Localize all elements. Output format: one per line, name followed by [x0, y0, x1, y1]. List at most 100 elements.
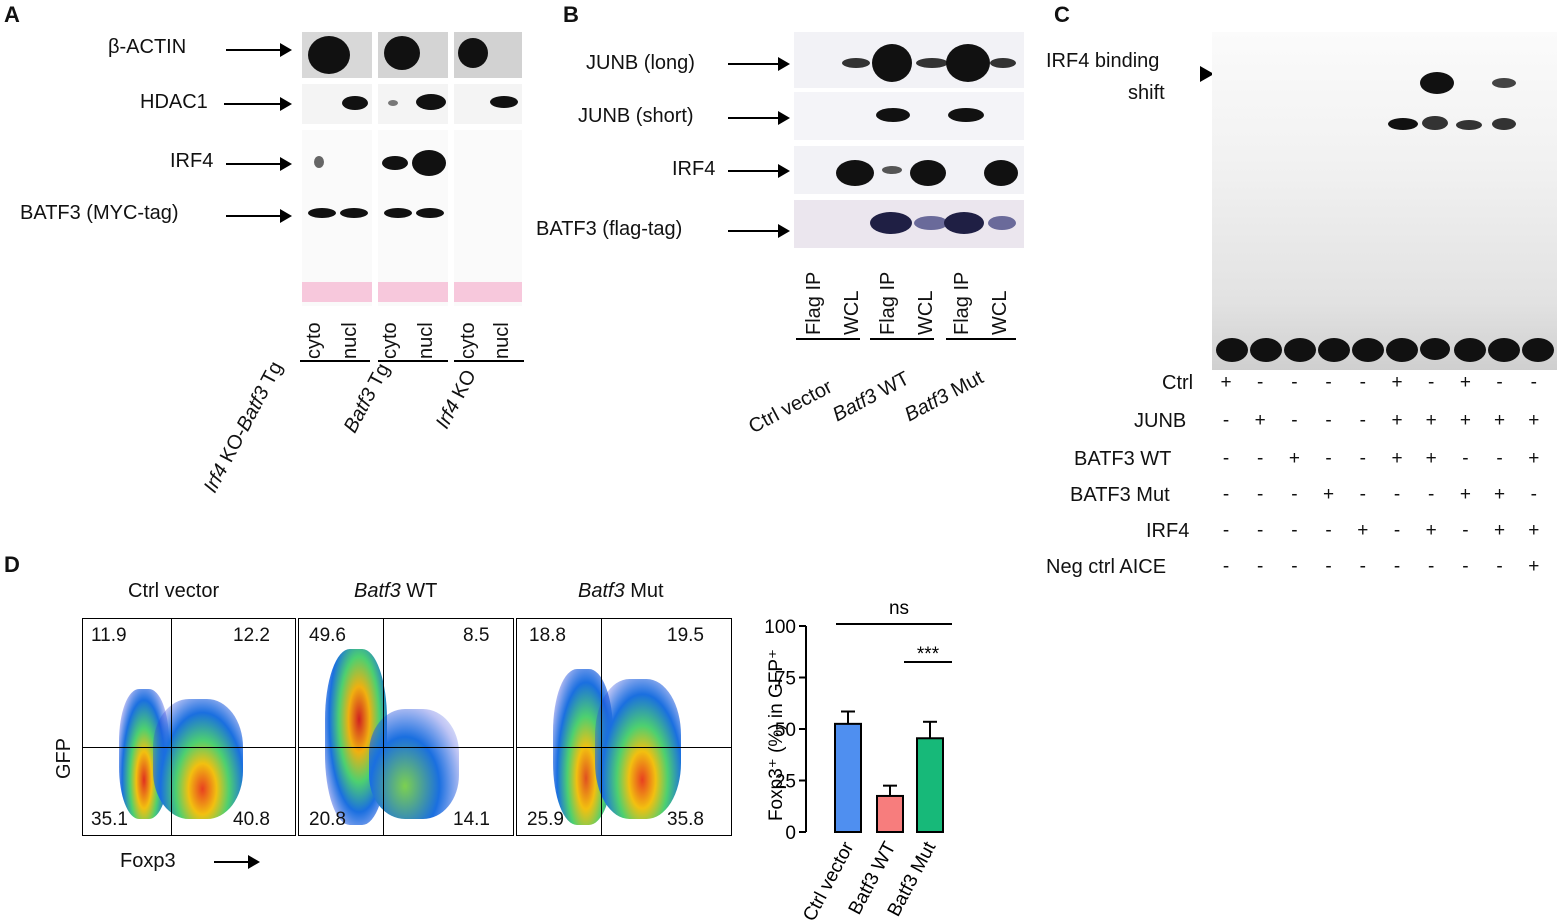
condition-sign: + — [1494, 410, 1506, 431]
condition-sign: - — [1257, 372, 1264, 393]
condition-sign: + — [1288, 448, 1300, 469]
panel-b-label: B — [563, 2, 579, 27]
condition-sign: - — [1530, 484, 1537, 505]
condition-sign: + — [1528, 520, 1540, 541]
condition-sign: - — [1428, 556, 1435, 577]
condition-label: Neg ctrl AICE — [1046, 556, 1167, 578]
condition-sign: - — [1359, 484, 1366, 505]
condition-label: BATF3 Mut — [1070, 484, 1170, 506]
condition-sign: + — [1357, 520, 1369, 541]
flow-cytometry-plot: 18.8 19.5 25.9 35.8 — [516, 618, 732, 836]
quadrant-value: 14.1 — [453, 809, 490, 830]
western-blot-strip — [378, 32, 448, 78]
arrow-icon — [224, 97, 292, 111]
quadrant-value: 35.1 — [91, 809, 128, 830]
row-label-irf4: IRF4 — [170, 150, 214, 172]
arrow-icon — [728, 57, 790, 71]
row-label-hdac1: HDAC1 — [140, 91, 208, 113]
lane-label: cyto — [457, 322, 479, 359]
condition-sign: + — [1459, 410, 1471, 431]
condition-label: Ctrl — [1162, 372, 1194, 394]
condition-sign: - — [1530, 372, 1537, 393]
western-blot-strip — [378, 130, 448, 306]
condition-sign: - — [1291, 520, 1298, 541]
lane-label: Flag IP — [877, 271, 899, 335]
arrow-icon — [214, 855, 260, 869]
condition-sign: + — [1425, 410, 1437, 431]
significance-label: *** — [917, 644, 940, 665]
condition-sign: - — [1257, 484, 1264, 505]
y-axis-label: GFP — [53, 737, 75, 779]
significance-label: ns — [889, 598, 909, 619]
lane-label: nucl — [491, 322, 513, 359]
condition-sign: - — [1359, 448, 1366, 469]
quadrant-value: 8.5 — [463, 625, 490, 646]
group-bracket — [870, 338, 934, 340]
condition-sign: - — [1496, 448, 1503, 469]
condition-sign: - — [1359, 556, 1366, 577]
panel-d-label: D — [4, 552, 20, 577]
row-label-actin: β-ACTIN — [108, 36, 187, 58]
condition-sign: + — [1459, 372, 1471, 393]
western-blot-strip — [454, 84, 522, 124]
row-label-batf3-flag: BATF3 (flag-tag) — [536, 218, 683, 240]
shift-label: shift — [1128, 82, 1165, 104]
quadrant-value: 12.2 — [233, 625, 270, 646]
quadrant-value: 20.8 — [309, 809, 346, 830]
condition-sign: - — [1462, 448, 1469, 469]
western-blot-strip — [302, 130, 372, 306]
condition-sign: - — [1222, 448, 1230, 469]
quadrant-value: 49.6 — [309, 625, 346, 646]
shift-label: IRF4 binding — [1046, 50, 1160, 72]
flow-cytometry-plot: 49.6 8.5 20.8 14.1 — [298, 618, 514, 836]
flow-plot-title: Batf3 Mut — [578, 580, 664, 602]
condition-sign: + — [1425, 448, 1437, 469]
group-label: Batf3 Mut — [901, 366, 988, 427]
condition-sign: - — [1393, 556, 1401, 577]
condition-sign: + — [1425, 520, 1437, 541]
condition-sign: - — [1222, 556, 1230, 577]
lane-label: nucl — [415, 322, 437, 359]
condition-sign: - — [1222, 410, 1230, 431]
western-blot-strip — [454, 130, 522, 306]
arrowhead-icon — [1200, 66, 1214, 82]
condition-sign: + — [1459, 484, 1471, 505]
arrow-icon — [728, 224, 790, 238]
ponceau-stain — [378, 282, 448, 302]
panel-c-label: C — [1054, 2, 1070, 27]
group-bracket — [378, 360, 448, 362]
ponceau-stain — [302, 282, 372, 302]
condition-sign: + — [1528, 556, 1540, 577]
row-label-junb-long: JUNB (long) — [586, 52, 695, 74]
quadrant-value: 19.5 — [667, 625, 704, 646]
condition-sign: - — [1257, 520, 1264, 541]
condition-sign: - — [1496, 556, 1503, 577]
row-label-batf3: BATF3 (MYC-tag) — [20, 202, 179, 224]
panel-a-label: A — [4, 2, 20, 27]
condition-sign: - — [1291, 372, 1298, 393]
condition-sign: - — [1496, 372, 1503, 393]
lane-label: WCL — [841, 290, 863, 335]
emsa-gel — [1212, 32, 1557, 370]
condition-sign: - — [1325, 448, 1332, 469]
condition-sign: + — [1220, 372, 1232, 393]
y-tick-label: 100 — [764, 617, 796, 638]
western-blot-strip — [454, 32, 522, 78]
condition-sign: - — [1325, 556, 1332, 577]
condition-sign: - — [1359, 372, 1366, 393]
condition-label: BATF3 WT — [1074, 448, 1172, 470]
condition-sign: - — [1325, 372, 1332, 393]
arrow-icon — [226, 43, 292, 57]
arrow-icon — [226, 209, 292, 223]
arrow-icon — [226, 157, 292, 171]
y-tick-label: 0 — [785, 823, 796, 844]
condition-sign: - — [1291, 556, 1298, 577]
condition-sign: - — [1222, 484, 1230, 505]
condition-sign: - — [1291, 484, 1298, 505]
y-tick-label: 50 — [775, 720, 796, 741]
group-label: Batf3 Tg — [339, 359, 395, 437]
condition-sign: + — [1494, 484, 1506, 505]
condition-sign: + — [1254, 410, 1266, 431]
lane-label: nucl — [339, 322, 361, 359]
